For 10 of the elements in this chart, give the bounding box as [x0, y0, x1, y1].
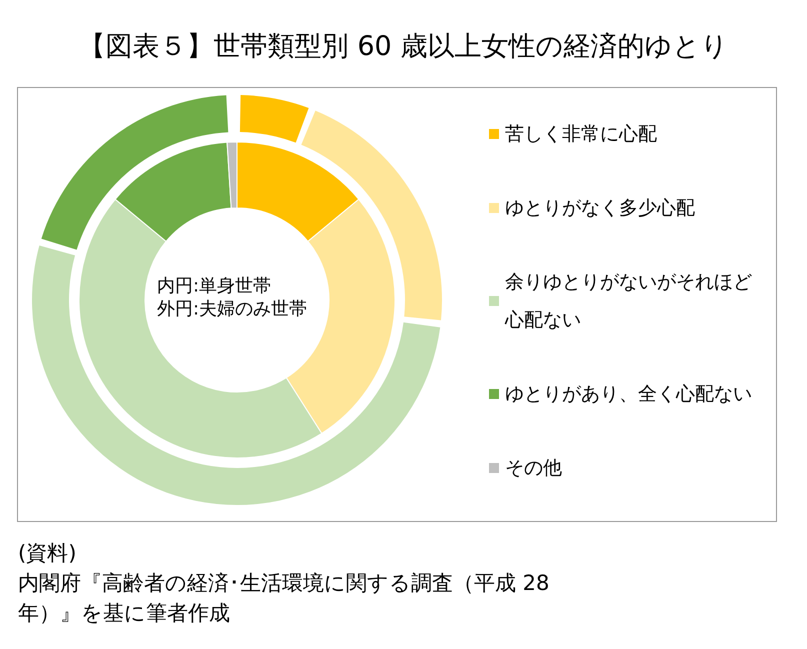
legend-label: ゆとりがあり、全く心配ない — [505, 383, 752, 405]
legend-label: 余りゆとりがないがそれほど心配ない — [504, 271, 752, 331]
text: 外円:夫婦のみ世帯 — [157, 298, 308, 320]
text: (資料) — [18, 540, 78, 567]
legend-label: ゆとりがなく多少心配 — [505, 197, 695, 219]
legend-label: 苦しく非常に心配 — [505, 123, 657, 145]
chart-title: 【図表５】世帯類型別 60 歳以上女性の経済的ゆとり — [78, 30, 730, 64]
legend-label: その他 — [505, 457, 562, 479]
text: 内閣府『高齢者の経済･生活環境に関する調査（平成 28 年）』を基に筆者作成 — [18, 570, 550, 627]
text: 内円:単身世帯 — [157, 276, 272, 296]
